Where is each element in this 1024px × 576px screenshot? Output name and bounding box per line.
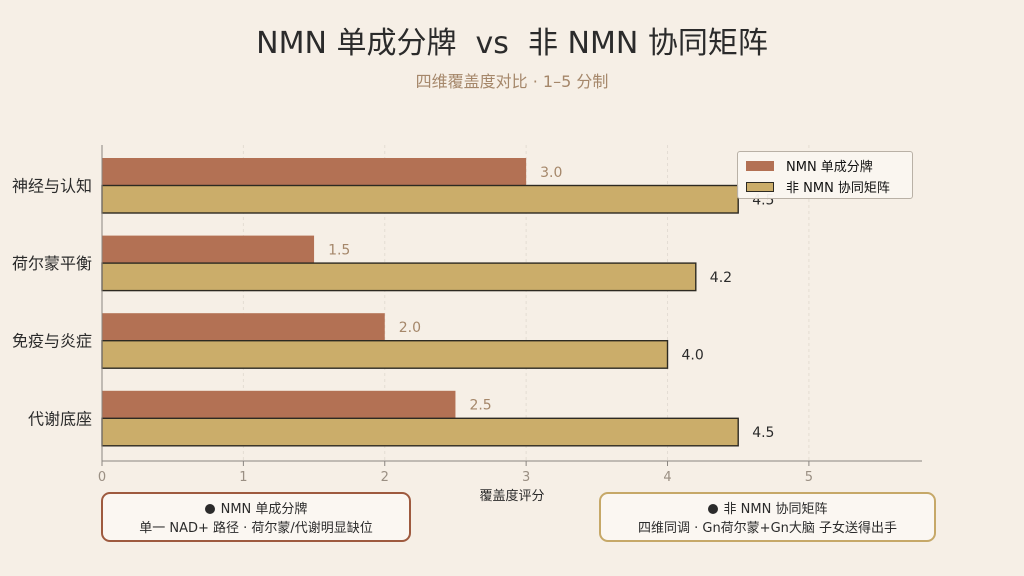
category-label-0: 神经与认知 [12,177,92,196]
note-single-text: 单一 NAD+ 路径 · 荷尔蒙/代谢明显缺位 [139,521,373,536]
bullet-dot-icon [707,504,718,514]
x-tick-label-2: 2 [381,470,389,485]
legend-item-matrix: 非 NMN 协同矩阵 [746,176,904,197]
x-axis-label: 覆盖度评分 [479,488,544,504]
bar-matrix-0 [101,184,739,214]
legend-label-single: NMN 单成分牌 [786,160,873,175]
bar-matrix-1 [101,262,697,292]
note-matrix-text: 四维同调 · Gn荷尔蒙+Gn大脑 子女送得出手 [637,521,898,536]
value-label-single-2: 2.0 [399,320,421,336]
legend-item-single: NMN 单成分牌 [746,155,904,176]
note-single-title: NMN 单成分牌 [220,502,308,517]
bar-matrix-3 [101,417,739,447]
x-tick-label-1: 1 [239,470,247,485]
category-label-1: 荷尔蒙平衡 [12,254,92,273]
value-label-single-0: 3.0 [540,165,562,181]
bullet-dot-icon [204,504,215,514]
x-tick-label-3: 3 [522,470,530,485]
note-matrix-title: 非 NMN 协同矩阵 [723,502,828,517]
note-box-single: NMN 单成分牌 单一 NAD+ 路径 · 荷尔蒙/代谢明显缺位 [101,492,411,542]
x-tick-label-5: 5 [805,470,813,485]
bar-single-1 [102,235,315,264]
category-label-2: 免疫与炎症 [12,332,92,351]
bar-single-3 [102,390,456,419]
legend-label-matrix: 非 NMN 协同矩阵 [786,181,890,196]
bar-matrix-2 [101,340,669,369]
x-tick-label-4: 4 [663,470,671,485]
value-label-single-3: 2.5 [469,398,491,414]
bar-single-0 [102,158,527,186]
legend-swatch-matrix [746,181,774,192]
legend-swatch-single [746,160,774,171]
value-label-single-1: 1.5 [328,242,350,258]
value-label-matrix-1: 4.2 [710,270,732,286]
chart-legend: NMN 单成分牌 非 NMN 协同矩阵 [737,151,913,199]
value-label-matrix-2: 4.0 [682,347,704,363]
chart-subtitle: 四维覆盖度对比 · 1–5 分制 [415,72,609,91]
x-tick-label-0: 0 [98,470,106,485]
value-label-matrix-3: 4.5 [752,425,774,441]
bar-single-2 [102,313,385,341]
chart-title: NMN 单成分牌 vs 非 NMN 协同矩阵 [256,26,768,61]
category-label-3: 代谢底座 [28,409,92,428]
note-box-matrix: 非 NMN 协同矩阵 四维同调 · Gn荷尔蒙+Gn大脑 子女送得出手 [599,492,936,542]
